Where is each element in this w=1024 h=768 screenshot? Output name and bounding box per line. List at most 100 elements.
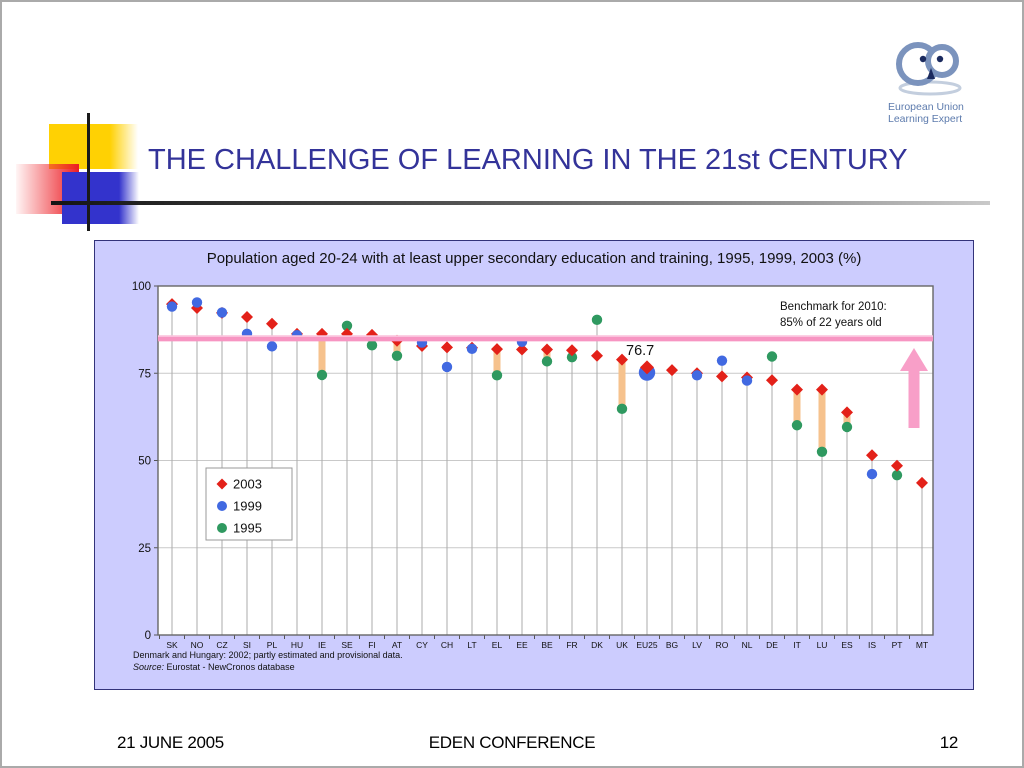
marker-1999-IS: [866, 468, 878, 480]
benchmark-label-line1: Benchmark for 2010:: [780, 301, 887, 313]
marker-1999-LT: [466, 343, 478, 355]
legend-marker-1995: [217, 523, 227, 533]
x-label-FI: FI: [368, 640, 376, 650]
decor-yellow-square-fade: [110, 124, 138, 169]
owl-logo-icon: [896, 42, 962, 96]
marker-1999-NO: [191, 297, 203, 308]
benchmark-line: [158, 335, 933, 342]
y-label-75: 75: [138, 368, 151, 380]
benchmark-label-line2: 85% of 22 years old: [780, 317, 882, 329]
x-label-IE: IE: [318, 640, 326, 650]
chart-panel: 0 25 50 75 100 SK NO CZ SI PL HU IE SE FI AT CY CH LT EL EE…: [94, 240, 974, 690]
x-label-RO: RO: [716, 640, 729, 650]
decor-vertical-line: [87, 113, 90, 231]
marker-2003-BE: [541, 343, 553, 356]
decor-horizontal-rule: [51, 201, 990, 205]
marker-2003-EE: [516, 343, 528, 356]
marker-1995-DK: [591, 314, 603, 326]
marker-1995-FI: [366, 340, 378, 351]
x-label-LV: LV: [692, 640, 702, 650]
x-label-CY: CY: [416, 640, 428, 650]
y-label-100: 100: [132, 281, 151, 293]
marker-2003-PT: [891, 459, 903, 472]
marker-1999-LV: [691, 370, 703, 381]
marker-1995-IE: [316, 369, 328, 381]
target-arrow-head: [900, 348, 928, 371]
x-label-BE: BE: [541, 640, 553, 650]
marker-1999-PL: [266, 341, 278, 352]
x-label-NO: NO: [191, 640, 204, 650]
y-label-0: 0: [145, 630, 151, 642]
marker-1995-SE: [341, 320, 353, 331]
y-label-25: 25: [138, 543, 151, 555]
decor-yellow-square: [49, 124, 110, 169]
marker-1999-SK: [166, 301, 178, 312]
range-bar-LU: [818, 389, 826, 452]
logo-text-line2: Learning Expert: [888, 113, 963, 125]
marker-2003-FR: [566, 344, 578, 357]
chart-footnotes: Denmark and Hungary: 2002; partly estima…: [133, 650, 403, 673]
footer-page-number: 12: [939, 733, 959, 752]
footnote-line: Denmark and Hungary: 2002; partly estima…: [133, 650, 403, 660]
footer-date: 21 JUNE 2005: [117, 733, 224, 752]
marker-1995-EL: [491, 370, 503, 381]
range-bar-IT: [793, 389, 801, 426]
marker-1995-UK: [616, 403, 628, 415]
legend-label-1999: 1999: [233, 499, 262, 514]
x-label-FR: FR: [566, 640, 577, 650]
eu25-value-label: 76.7: [626, 343, 654, 359]
marker-2003-DK: [591, 349, 603, 362]
marker-2003-PL: [266, 317, 278, 330]
y-label-50: 50: [138, 456, 151, 468]
x-label-SK: SK: [166, 640, 178, 650]
marker-2003-SI: [241, 311, 253, 324]
legend-marker-2003: [216, 478, 228, 490]
marker-1995-ES: [841, 421, 853, 433]
marker-2003-EU25: [640, 360, 654, 375]
marker-1995-LU: [816, 446, 828, 457]
marker-2003-IT: [791, 383, 803, 396]
chart-title: Population aged 20-24 with at least uppe…: [206, 250, 862, 267]
marker-2003-EL: [491, 343, 503, 356]
x-label-ES: ES: [841, 640, 853, 650]
x-label-EL: EL: [492, 640, 503, 650]
marker-1999-CH: [441, 361, 453, 373]
marker-1995-PT: [891, 469, 903, 481]
range-bar-UK: [618, 359, 626, 409]
marker-1995-IT: [791, 420, 803, 431]
page-title: THE CHALLENGE OF LEARNING IN THE 21st CE…: [148, 144, 908, 176]
marker-1999-CZ: [216, 307, 228, 318]
x-label-UK: UK: [616, 640, 628, 650]
marker-1995-AT: [391, 350, 403, 361]
marker-1999-RO: [716, 355, 728, 366]
x-label-LU: LU: [817, 640, 828, 650]
marker-1999-NL: [741, 375, 753, 386]
x-label-DK: DK: [591, 640, 603, 650]
marker-2003-CH: [441, 341, 453, 354]
range-bar-ES: [843, 412, 851, 427]
x-label-PL: PL: [267, 640, 278, 650]
education-chart: 0 25 50 75 100 SK NO CZ SI PL HU IE SE FI AT CY CH LT EL EE…: [132, 281, 934, 650]
marker-2003-RO: [716, 370, 728, 383]
marker-2003-BG: [666, 364, 678, 377]
range-bar-EL: [493, 349, 501, 376]
x-label-CZ: CZ: [216, 640, 227, 650]
range-bar-AT: [393, 340, 401, 356]
logo-text-line1: European Union: [888, 101, 964, 113]
x-label-EU25: EU25: [636, 640, 658, 650]
benchmark-line-highlight: [158, 335, 933, 337]
decor-blue-square-fade: [119, 172, 139, 224]
source-label: Source:: [133, 661, 165, 672]
x-label-IS: IS: [868, 640, 876, 650]
legend-label-1995: 1995: [233, 521, 262, 536]
footer-conference-name: EDEN CONFERENCE: [428, 733, 596, 752]
x-label-SE: SE: [341, 640, 353, 650]
logo-text: European Union Learning Expert: [880, 101, 980, 125]
marker-2003-UK: [616, 353, 628, 366]
x-label-NL: NL: [742, 640, 753, 650]
marker-2003-IS: [866, 449, 878, 462]
logo: European Union Learning Expert: [880, 38, 980, 125]
plot-frame: [157, 285, 934, 636]
marker-1995-FR: [566, 351, 578, 363]
